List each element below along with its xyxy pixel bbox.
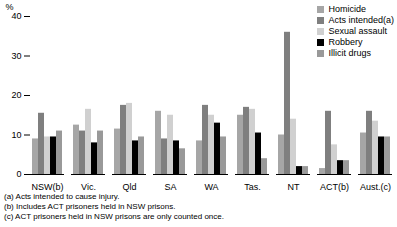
- svg-text:0: 0: [16, 169, 21, 179]
- svg-text:WA: WA: [204, 182, 218, 192]
- svg-text:Aust.(c): Aust.(c): [360, 182, 391, 192]
- svg-text:Tas.: Tas.: [244, 182, 261, 192]
- svg-text:20: 20: [11, 90, 21, 100]
- svg-text:40: 40: [11, 11, 21, 21]
- svg-text:Qld: Qld: [122, 182, 136, 192]
- svg-text:10: 10: [11, 130, 21, 140]
- html-text:Illicit drugs: Illicit drugs: [328, 48, 371, 58]
- html-text:(b) Includes ACT prisoners hel: (b) Includes ACT prisoners held in NSW p…: [4, 202, 176, 211]
- svg-text:SA: SA: [164, 182, 176, 192]
- html-text:(c) ACT prisoners held in NSW: (c) ACT prisoners held in NSW prisons ar…: [4, 212, 224, 221]
- html-text:Sexual assault: Sexual assault: [328, 26, 387, 36]
- html-text:Acts intended(a): Acts intended(a): [328, 15, 394, 25]
- svg-text:%: %: [6, 2, 14, 12]
- html-text:Homicide: Homicide: [328, 4, 366, 14]
- html-text:(a) Acts intended to cause inj: (a) Acts intended to cause injury.: [4, 192, 120, 201]
- html-text:Robbery: Robbery: [328, 37, 363, 47]
- svg-text:30: 30: [11, 51, 21, 61]
- svg-text:Vic.: Vic.: [81, 182, 96, 192]
- svg-text:NSW(b): NSW(b): [32, 182, 64, 192]
- svg-text:NT: NT: [288, 182, 300, 192]
- svg-text:ACT(b): ACT(b): [320, 182, 349, 192]
